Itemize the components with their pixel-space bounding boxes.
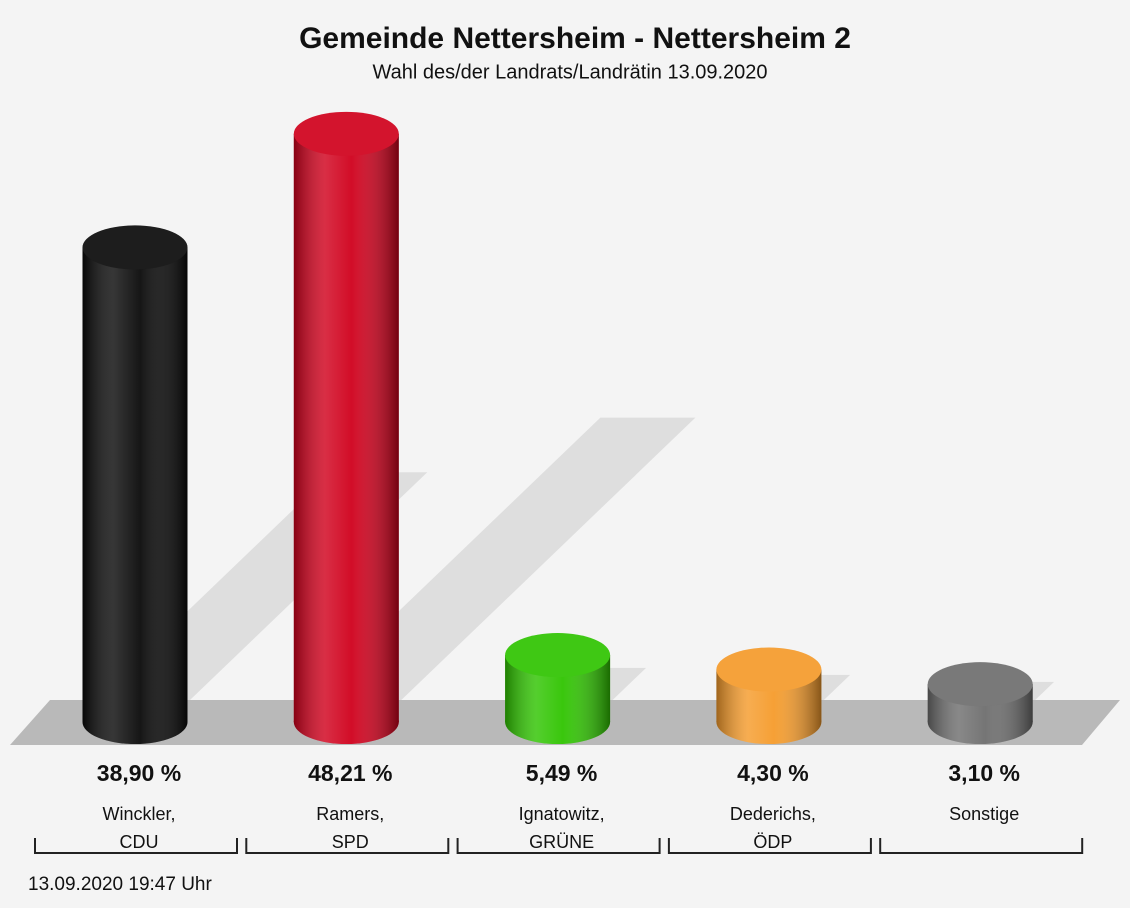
category-bracket: [34, 838, 238, 854]
bar: [927, 662, 1033, 744]
bar: [293, 111, 399, 744]
bar: [505, 633, 611, 744]
bar-shadow: [306, 417, 696, 700]
bar: [82, 225, 188, 744]
bar-top: [293, 111, 399, 156]
chart-subtitle: Wahl des/der Landrats/Landrätin 13.09.20…: [372, 61, 767, 83]
value-label: 48,21 %: [308, 760, 392, 786]
category-bracket: [456, 838, 661, 854]
category-label: Sonstige: [949, 804, 1019, 824]
category-label: Dederichs,: [730, 804, 816, 824]
bar-top-shade: [82, 225, 188, 270]
category-label: SPD: [332, 832, 369, 852]
bar-top: [927, 662, 1033, 707]
category-bracket: [245, 838, 450, 854]
bar: [716, 647, 822, 744]
category-label: Ramers,: [316, 804, 384, 824]
footnote: 13.09.2020 19:47 Uhr: [28, 874, 212, 895]
value-label: 4,30 %: [737, 760, 809, 786]
bar-body-shade: [82, 247, 188, 723]
bar-top-shade: [505, 633, 611, 678]
value-label: 3,10 %: [948, 760, 1020, 786]
bar-top: [505, 633, 611, 678]
bar-top: [82, 225, 188, 270]
category-label: CDU: [120, 832, 159, 852]
category-bracket: [667, 838, 872, 854]
bar-top-shade: [293, 111, 399, 156]
category-label: GRÜNE: [529, 832, 594, 852]
bar-body-shade: [293, 133, 399, 722]
value-label: 38,90 %: [97, 760, 181, 786]
category-label: ÖDP: [753, 832, 792, 852]
bar-top: [716, 647, 822, 692]
bar-top-shade: [927, 662, 1033, 707]
category-bracket: [879, 838, 1084, 854]
chart-title: Gemeinde Nettersheim - Nettersheim 2: [299, 22, 851, 55]
value-label: 5,49 %: [526, 760, 598, 786]
category-label: Ignatowitz,: [519, 804, 605, 824]
category-label: Winckler,: [102, 804, 175, 824]
bar-top-shade: [716, 647, 822, 692]
